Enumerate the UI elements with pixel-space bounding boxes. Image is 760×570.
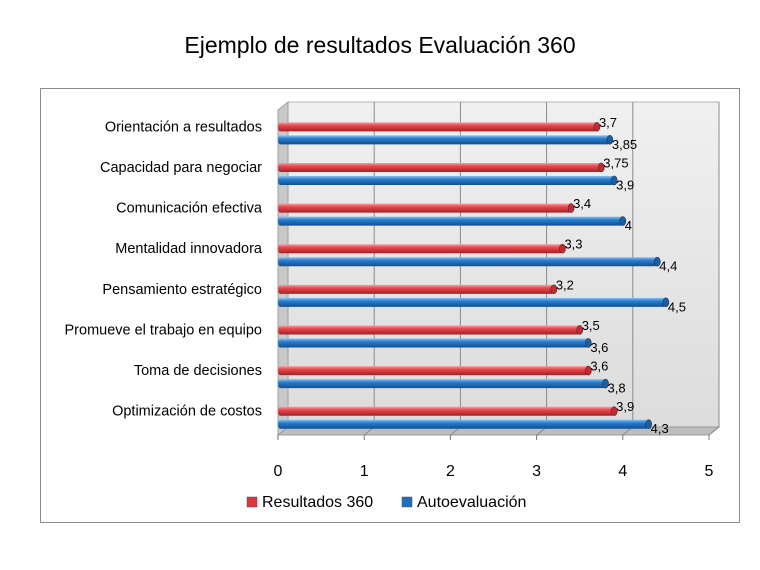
legend-label: Resultados 360 bbox=[262, 494, 373, 511]
bar-cap bbox=[576, 325, 584, 335]
category-label: Mentalidad innovadora bbox=[115, 241, 263, 257]
x-tick-label: 5 bbox=[705, 463, 714, 480]
bar-body bbox=[278, 406, 615, 416]
legend-swatch bbox=[246, 496, 258, 508]
bar-cap bbox=[606, 135, 614, 145]
bar-cap bbox=[550, 284, 558, 295]
category-label: Orientación a resultados bbox=[105, 119, 262, 135]
data-label: 3,5 bbox=[582, 318, 600, 333]
bar bbox=[278, 297, 670, 308]
bar bbox=[278, 216, 627, 226]
bar-body bbox=[278, 366, 589, 376]
bar-cap bbox=[610, 175, 618, 186]
data-label: 4,4 bbox=[659, 259, 677, 274]
bar bbox=[278, 243, 566, 254]
bar-body bbox=[278, 325, 580, 335]
bar bbox=[278, 135, 614, 145]
bar-cap bbox=[602, 378, 609, 389]
bar-cap bbox=[559, 243, 566, 254]
bar-body bbox=[278, 203, 572, 213]
data-label: 3,6 bbox=[590, 359, 608, 374]
bar bbox=[278, 203, 575, 213]
bar-cap bbox=[585, 338, 592, 348]
category-label: Capacidad para negociar bbox=[100, 160, 262, 176]
bar-cap bbox=[653, 256, 661, 267]
bar-body bbox=[278, 135, 610, 145]
bar bbox=[278, 284, 558, 295]
data-label: 3,7 bbox=[599, 115, 617, 130]
x-tick-label: 0 bbox=[274, 463, 283, 480]
bar bbox=[278, 365, 592, 376]
data-label: 3,85 bbox=[612, 137, 637, 152]
bar bbox=[278, 175, 618, 186]
bar-cap bbox=[645, 419, 652, 429]
bar bbox=[278, 419, 652, 429]
x-tick-label: 4 bbox=[618, 463, 627, 480]
bar-body bbox=[278, 419, 649, 429]
bar-body bbox=[278, 244, 563, 254]
legend-item: Resultados 360 bbox=[246, 494, 373, 511]
data-label: 4,3 bbox=[651, 421, 669, 436]
bar-cap bbox=[585, 365, 592, 376]
legend-label: Autoevaluación bbox=[417, 494, 526, 511]
bar-cap bbox=[593, 122, 601, 132]
x-tick-label: 3 bbox=[532, 463, 541, 480]
bar bbox=[278, 256, 661, 267]
x-tick-label: 2 bbox=[446, 463, 455, 480]
legend-swatch bbox=[401, 496, 413, 508]
bar-body bbox=[278, 162, 602, 172]
bar-cap bbox=[597, 162, 605, 173]
category-label: Toma de decisiones bbox=[134, 363, 262, 379]
bar bbox=[278, 338, 592, 348]
x-tick-label: 1 bbox=[360, 463, 369, 480]
bar-body bbox=[278, 284, 554, 294]
gridline-floor bbox=[708, 426, 720, 436]
category-label: Pensamiento estratégico bbox=[102, 282, 262, 298]
data-label: 3,6 bbox=[590, 340, 608, 355]
data-label: 4 bbox=[625, 218, 632, 233]
bar-cap bbox=[619, 216, 627, 226]
data-label: 3,75 bbox=[603, 155, 628, 170]
bar-body bbox=[278, 338, 589, 348]
data-label: 4,5 bbox=[668, 299, 686, 314]
bar-cap bbox=[662, 297, 670, 308]
bar-body bbox=[278, 122, 597, 132]
chart-frame bbox=[40, 88, 740, 523]
data-label: 3,3 bbox=[564, 237, 582, 252]
legend-item: Autoevaluación bbox=[401, 494, 526, 511]
bar-body bbox=[278, 216, 623, 226]
category-label: Optimización de costos bbox=[112, 404, 262, 420]
bar-body bbox=[278, 297, 666, 307]
chart-title: Ejemplo de resultados Evaluación 360 bbox=[184, 32, 576, 58]
bar bbox=[278, 162, 605, 173]
data-label: 3,9 bbox=[616, 399, 634, 414]
bar-cap bbox=[567, 203, 575, 213]
category-label: Promueve el trabajo en equipo bbox=[65, 322, 263, 338]
data-label: 3,4 bbox=[573, 196, 591, 211]
category-label: Comunicación efectiva bbox=[116, 201, 263, 217]
bar bbox=[278, 122, 601, 132]
data-label: 3,2 bbox=[556, 277, 574, 292]
bar bbox=[278, 325, 584, 335]
bar-cap bbox=[610, 406, 618, 416]
data-label: 3,9 bbox=[616, 177, 634, 192]
bar bbox=[278, 378, 609, 389]
bar-body bbox=[278, 379, 606, 389]
data-label: 3,8 bbox=[608, 381, 626, 396]
bar-body bbox=[278, 175, 615, 185]
bar bbox=[278, 406, 618, 416]
bar-body bbox=[278, 257, 658, 267]
